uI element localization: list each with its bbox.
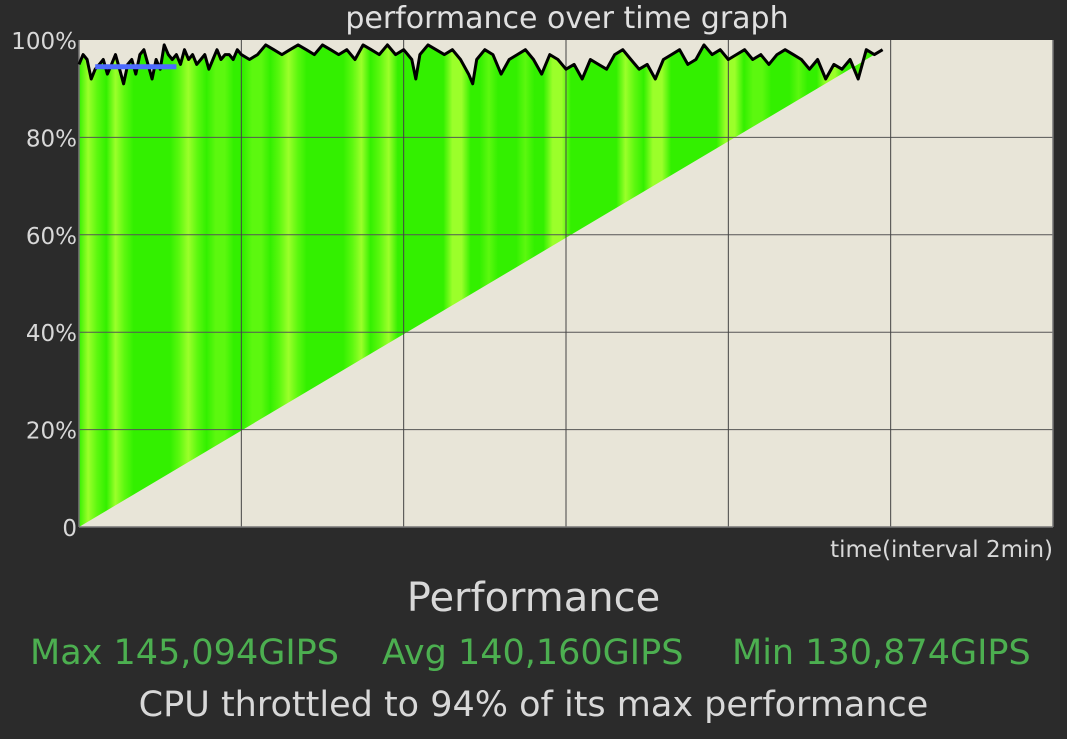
y-tick-label: 80%: [26, 126, 77, 152]
y-tick-label: 40%: [26, 321, 77, 347]
x-axis-label: time(interval 2min): [830, 537, 1053, 563]
y-tick-label: 0: [62, 516, 77, 542]
max-stat: Max 145,094GIPS: [30, 633, 339, 673]
performance-heading: Performance: [406, 575, 661, 621]
chart-title: performance over time graph: [345, 1, 789, 36]
y-tick-label: 100%: [11, 29, 77, 55]
y-tick-label: 20%: [26, 419, 77, 445]
performance-area: [79, 44, 883, 528]
performance-chart: 0 20% 40% 60% 80% 100% time(interval 2min): [11, 29, 1054, 563]
stats-row: Max 145,094GIPS Avg 140,160GIPS Min 130,…: [0, 630, 1067, 676]
y-tick-label: 60%: [26, 224, 77, 250]
throttle-summary: CPU throttled to 94% of its max performa…: [138, 685, 929, 725]
avg-stat: Avg 140,160GIPS: [382, 633, 684, 673]
min-stat: Min 130,874GIPS: [732, 633, 1031, 673]
